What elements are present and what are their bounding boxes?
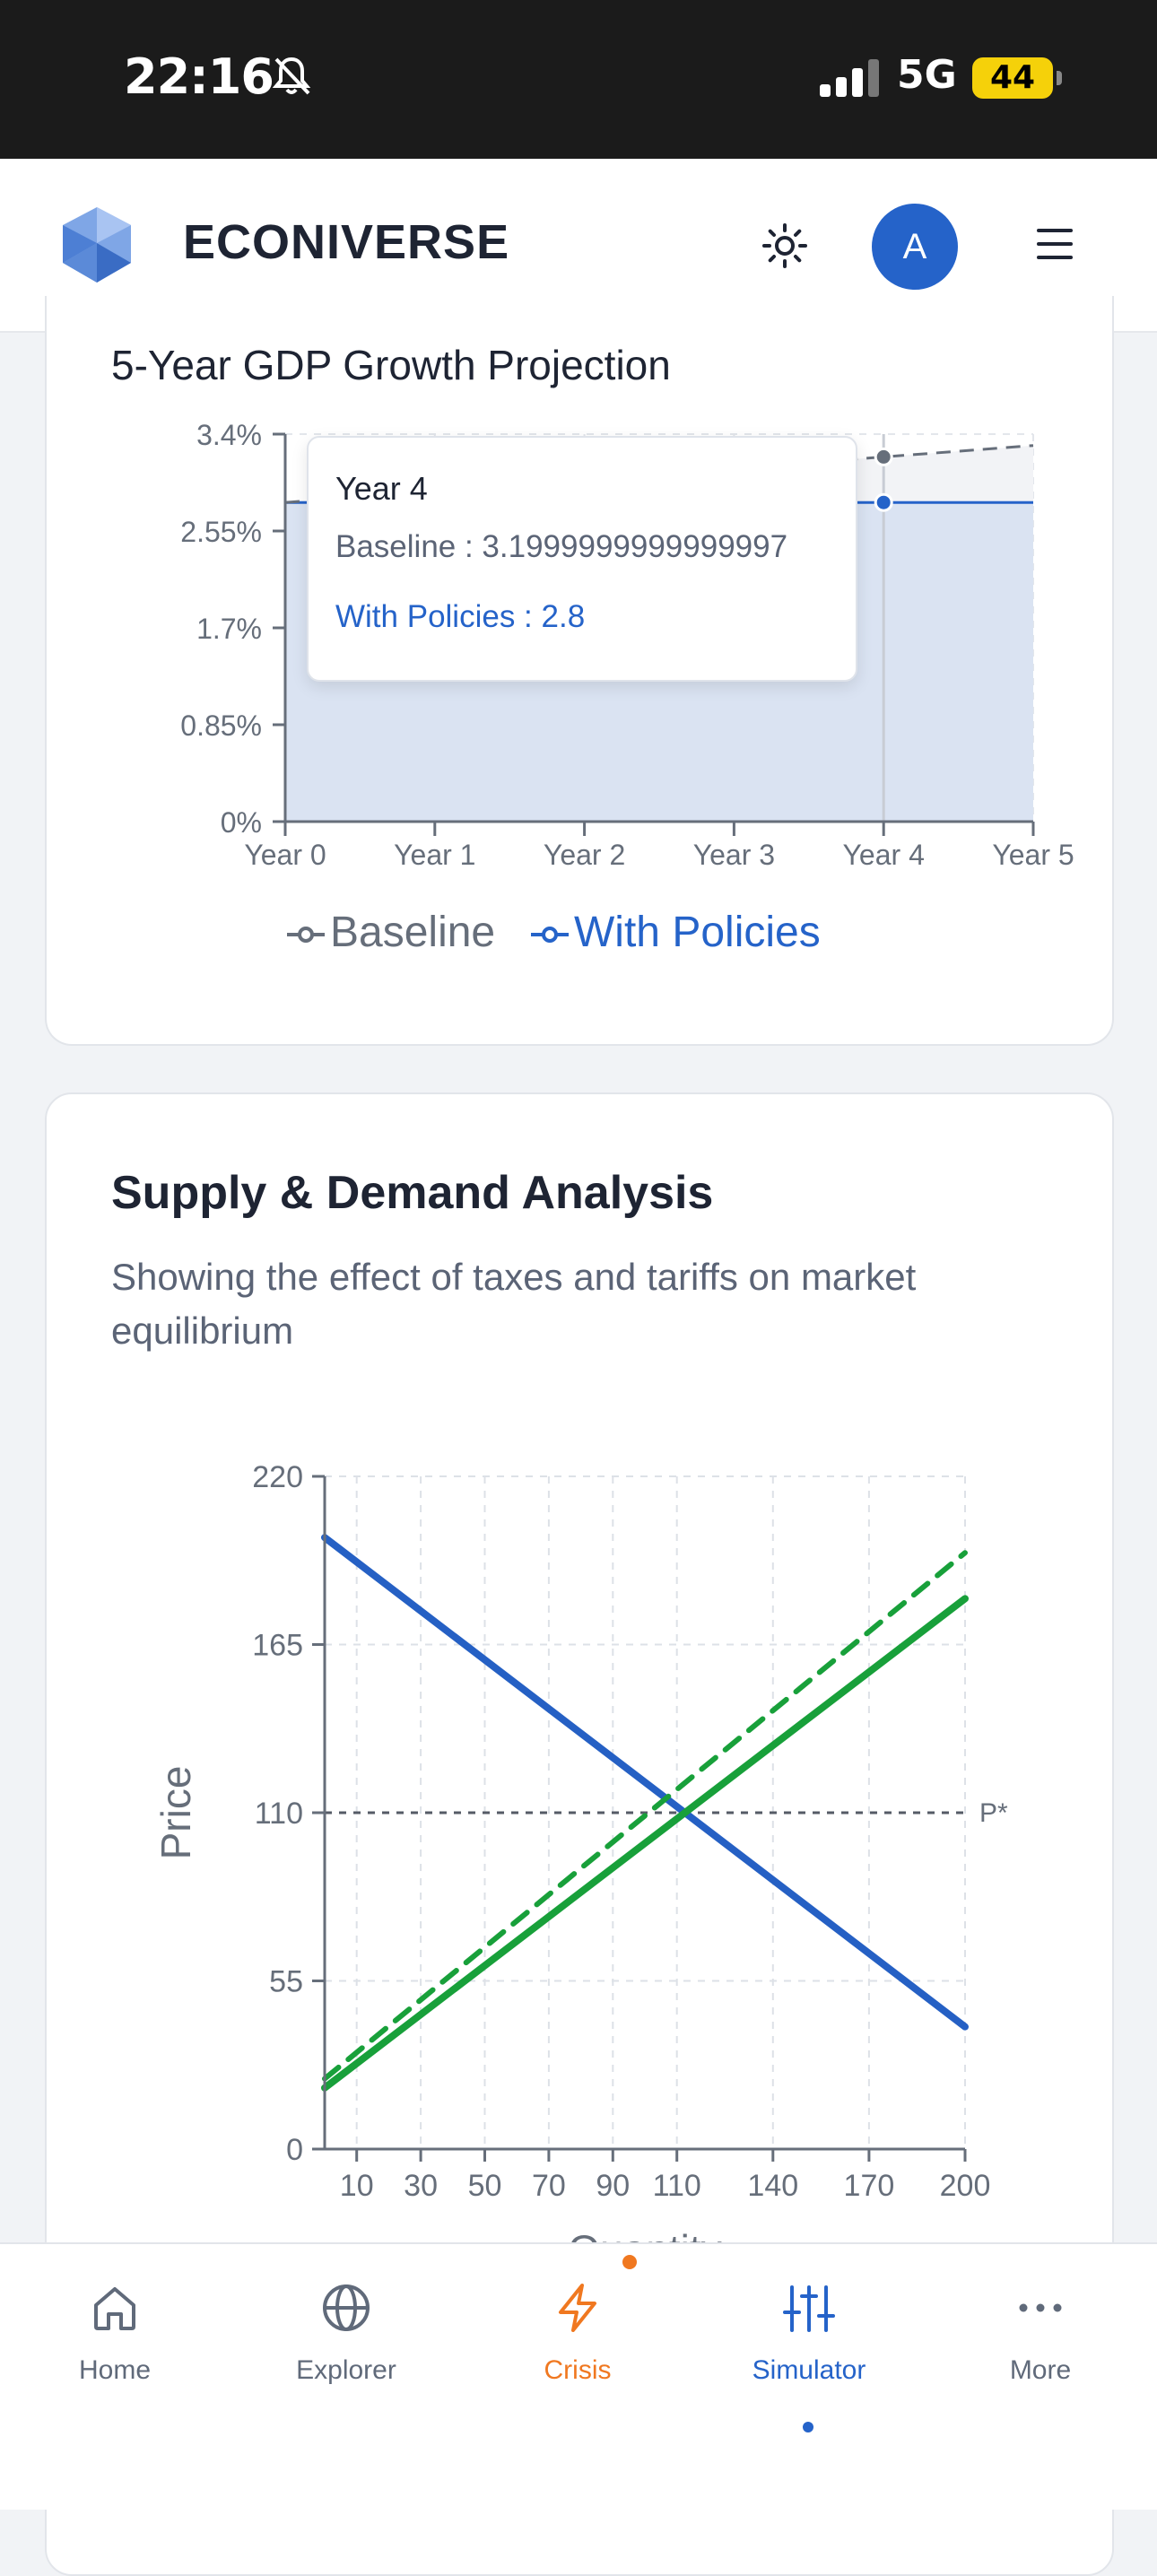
tooltip-policies: With Policies : 2.8 [335, 599, 586, 634]
tooltip-baseline: Baseline : 3.1999999999999997 [335, 529, 788, 564]
sd-xtick-label: 170 [844, 2169, 895, 2203]
supply-with-tax-curve [322, 1550, 968, 2082]
legend-policies[interactable]: With Policies [531, 908, 821, 957]
sd-xtick-label: 140 [747, 2169, 798, 2203]
sd-ylabel: Price [152, 1766, 199, 1860]
sd-xtick-label: 70 [532, 2169, 566, 2203]
supply-demand-title: Supply & Demand Analysis [111, 1167, 714, 1219]
legend-policies-label: With Policies [574, 909, 821, 956]
gdp-ytick-label: 0.85% [180, 709, 262, 742]
gdp-xtick-label: Year 4 [843, 839, 925, 871]
legend-baseline[interactable]: Baseline [287, 908, 495, 957]
tab-crisis-label: Crisis [544, 2355, 612, 2385]
gdp-ytick-label: 2.55% [180, 516, 262, 548]
globe-icon [323, 2284, 370, 2331]
tab-home-label: Home [78, 2355, 152, 2385]
sd-xtick-label: 200 [940, 2169, 991, 2203]
signal-icon [820, 59, 879, 97]
sd-xtick-label: 110 [653, 2169, 701, 2203]
gdp-ytick-label: 1.7% [196, 613, 262, 645]
tab-more-label: More [1009, 2355, 1072, 2385]
sd-ytick-label: 165 [252, 1629, 303, 1663]
legend-baseline-marker-icon [287, 927, 325, 944]
sd-ytick-label: 220 [252, 1460, 303, 1494]
tab-explorer-label: Explorer [296, 2355, 396, 2385]
home-icon [94, 2287, 135, 2330]
legend-policies-marker-icon [531, 927, 569, 944]
supply-demand-subtitle: Showing the effect of taxes and tariffs … [111, 1256, 917, 1352]
tab-simulator[interactable]: Simulator [719, 2280, 899, 2386]
avatar[interactable]: A [872, 204, 958, 290]
more-dots-icon [1019, 2303, 1062, 2312]
chart-tooltip: Year 4 Baseline : 3.1999999999999997 Wit… [307, 436, 857, 682]
legend-baseline-label: Baseline [330, 909, 496, 956]
tab-crisis[interactable]: Crisis [488, 2280, 667, 2386]
sd-xtick-label: 90 [596, 2169, 630, 2203]
sd-ytick-label: 110 [255, 1797, 303, 1831]
status-bar: 22:16 5G 44 [0, 0, 1157, 159]
tab-explorer[interactable]: Explorer [257, 2280, 436, 2386]
network-type: 5G [897, 52, 957, 98]
supply-curve [321, 1595, 969, 2092]
logo-icon [63, 207, 131, 283]
sd-xtick-label: 10 [340, 2169, 374, 2203]
sd-ytick-label: 0 [286, 2133, 303, 2167]
sd-ytick-label: 55 [269, 1965, 303, 1999]
bell-muted-icon [272, 57, 311, 95]
gdp-xtick-label: Year 1 [394, 839, 475, 871]
sd-xtick-label: 50 [468, 2169, 502, 2203]
hamburger-menu-icon[interactable] [1037, 229, 1073, 261]
sd-xlabel: Quantity [568, 2226, 721, 2242]
active-tab-indicator [803, 2422, 813, 2432]
lightning-icon [559, 2284, 596, 2332]
sliders-icon [783, 2285, 835, 2332]
gdp-xtick-label: Year 2 [544, 839, 625, 871]
gdp-ytick-label: 3.4% [196, 419, 262, 451]
equilibrium-price-label: P* [979, 1798, 1008, 1828]
battery-icon: 44 [972, 57, 1062, 99]
brand-name: ECONIVERSE [183, 215, 510, 269]
policies-active-point [874, 492, 893, 512]
gdp-chart-title: 5-Year GDP Growth Projection [111, 342, 671, 388]
status-time: 22:16 [124, 48, 274, 105]
bottom-tab-bar: Home Explorer Crisis Simulator More [0, 2242, 1157, 2510]
gdp-xtick-label: Year 3 [693, 839, 775, 871]
theme-toggle-sun-icon[interactable] [761, 222, 809, 270]
demand-curve [321, 1534, 969, 2031]
gdp-xtick-label: Year 0 [244, 839, 326, 871]
tab-home[interactable]: Home [25, 2280, 204, 2386]
tab-simulator-label: Simulator [752, 2355, 866, 2385]
sd-xtick-label: 30 [404, 2169, 438, 2203]
tab-more[interactable]: More [951, 2280, 1130, 2386]
supply-demand-chart[interactable]: P* 10 30 50 70 90 110 140 170 200 0 55 110 165 220 Pri… [0, 0, 1157, 2242]
gdp-ytick-label: 0% [221, 806, 262, 839]
gdp-xtick-label: Year 5 [992, 839, 1074, 871]
tooltip-title: Year 4 [335, 470, 428, 507]
crisis-notification-dot [622, 2255, 637, 2269]
baseline-active-point [874, 447, 893, 466]
